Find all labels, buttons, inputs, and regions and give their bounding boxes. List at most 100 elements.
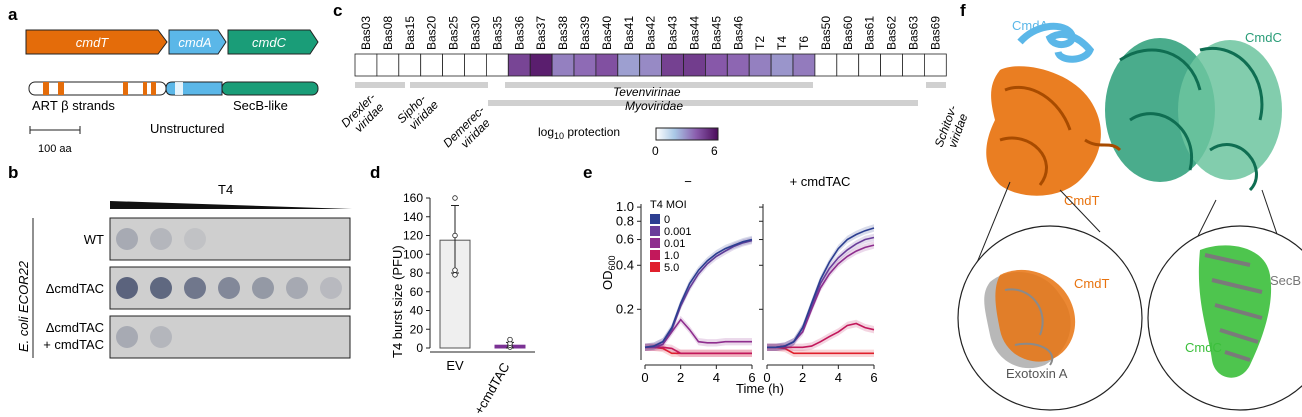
heatmap-cell — [551, 53, 575, 77]
heatmap-cell — [595, 53, 619, 77]
heatmap-cell — [442, 53, 465, 77]
heatmap-cell — [507, 53, 531, 77]
d-ylabel: T4 burst size (PFU) — [390, 245, 405, 358]
cmdA-protein-bar — [165, 81, 223, 96]
e-xtick: 6 — [870, 370, 877, 385]
f-zoom-cmdc: CmdC — [1185, 340, 1222, 355]
d-ytick: 80 — [410, 266, 424, 280]
d-ytick: 0 — [416, 341, 423, 355]
family-bar — [355, 82, 405, 88]
d-ytick: 120 — [403, 229, 423, 243]
plate-strip — [109, 315, 351, 359]
plaque-spot — [218, 277, 240, 299]
phage-label: T4 — [218, 182, 233, 197]
phage-name: Bas40 — [600, 16, 614, 50]
strain-label: E. coli ECOR22 — [16, 260, 31, 352]
e-ytick: 0.6 — [616, 232, 634, 247]
phage-name: Bas03 — [359, 16, 373, 50]
e-ci-band — [645, 235, 752, 351]
f-zoom-secb: SecB — [1270, 273, 1301, 288]
phage-name: Bas15 — [403, 16, 417, 50]
e-series-line — [767, 244, 875, 349]
drexler-label: Drexler-viridae — [338, 90, 387, 139]
e-xlabel: Time (h) — [736, 381, 784, 396]
heatmap-cell — [748, 53, 772, 77]
phage-name: Bas69 — [928, 16, 942, 50]
heatmap-cell — [485, 53, 509, 77]
d-ytick: 140 — [403, 210, 423, 224]
e-legend-label: 0 — [664, 214, 670, 226]
e-ytick: 0.4 — [616, 257, 634, 272]
secb-like-label: SecB-like — [233, 98, 288, 113]
e-series-line — [645, 318, 752, 349]
plaque-spot — [116, 326, 138, 348]
e-xtick: 4 — [713, 370, 720, 385]
panel-label-d: d — [370, 163, 380, 182]
e-series-line — [767, 322, 875, 349]
panel-label-e: e — [583, 163, 592, 182]
art-beta-label: ART β strands — [32, 98, 115, 113]
phage-name: Bas41 — [622, 16, 636, 50]
unstructured-label: Unstructured — [150, 121, 224, 136]
phage-name: Bas43 — [666, 16, 680, 50]
demerec-label: Demerec-viridae — [440, 103, 496, 159]
cmdA-label: cmdA — [178, 35, 211, 50]
panel-f: CmdA CmdC CmdT CmdT Exotoxin A SecB CmdC — [957, 18, 1302, 411]
e-xtick: 6 — [748, 370, 755, 385]
panel-d-chart: T4 burst size (PFU) 0 20 40 60 80 100 120 140 16… — [390, 191, 535, 417]
d-axes: 0 20 40 60 80 100 120 140 160 — [403, 191, 535, 355]
heatmap-cell — [398, 53, 422, 77]
e-legend-swatch — [650, 226, 660, 236]
e-legend-label: 0.001 — [664, 226, 692, 238]
phage-name: Bas08 — [381, 16, 395, 50]
colorbar-min: 0 — [652, 144, 659, 158]
cmdT-gene-arrow — [25, 29, 168, 55]
panel-label-b: b — [8, 163, 18, 182]
d-ytick: 40 — [410, 304, 424, 318]
heatmap-cell — [726, 53, 750, 77]
beta-strand — [151, 82, 156, 95]
e-legend-label: 1.0 — [664, 250, 679, 262]
heatmap-cell — [858, 53, 882, 77]
cmdC-protein-bar — [221, 81, 319, 96]
phage-name: Bas60 — [841, 16, 855, 50]
e-legend-swatch — [650, 250, 660, 260]
cmdA-gene-arrow — [168, 29, 227, 55]
strain-row-label: + cmdTAC — [43, 337, 104, 352]
e-ci-band — [645, 236, 752, 351]
e-series-line — [644, 239, 753, 349]
dilution-wedge — [110, 201, 352, 209]
d-bars — [439, 195, 526, 350]
f-zoom-exotoxin: Exotoxin A — [1006, 366, 1068, 381]
e-series-line — [644, 238, 753, 349]
cmdt-structure — [986, 66, 1101, 196]
phage-name: Bas42 — [644, 16, 658, 50]
sipho-label: Sipho-viridae — [394, 88, 441, 135]
phage-name: T4 — [775, 36, 789, 50]
e-legend-swatch — [650, 238, 660, 248]
d-ytick: 60 — [410, 285, 424, 299]
heatmap-cell — [836, 53, 860, 77]
cmdC-gene-arrow — [227, 29, 319, 55]
heatmap-cell — [573, 53, 597, 77]
phage-name: Bas62 — [885, 16, 899, 50]
e-series-line — [767, 346, 874, 355]
heatmap-cell — [792, 53, 816, 77]
phage-name: Bas50 — [819, 16, 833, 50]
beta-strand — [123, 82, 128, 95]
e-series-line — [645, 346, 752, 355]
e-ytick: 0.8 — [616, 213, 634, 228]
d-point — [507, 336, 513, 343]
heatmap-cell — [902, 53, 925, 77]
heatmap-cell — [617, 53, 641, 77]
heatmap-cell — [420, 53, 444, 77]
heatmap-cell — [770, 53, 794, 77]
e-ci-band — [767, 241, 874, 351]
plaque-spot — [320, 277, 342, 299]
e-title-left: − — [684, 174, 692, 189]
strain-row-label: ΔcmdTAC — [46, 320, 104, 335]
myoviridae-label: Myoviridae — [625, 99, 683, 113]
f-zoom-cmdt: CmdT — [1074, 276, 1109, 291]
heatmap-cell — [880, 53, 903, 77]
